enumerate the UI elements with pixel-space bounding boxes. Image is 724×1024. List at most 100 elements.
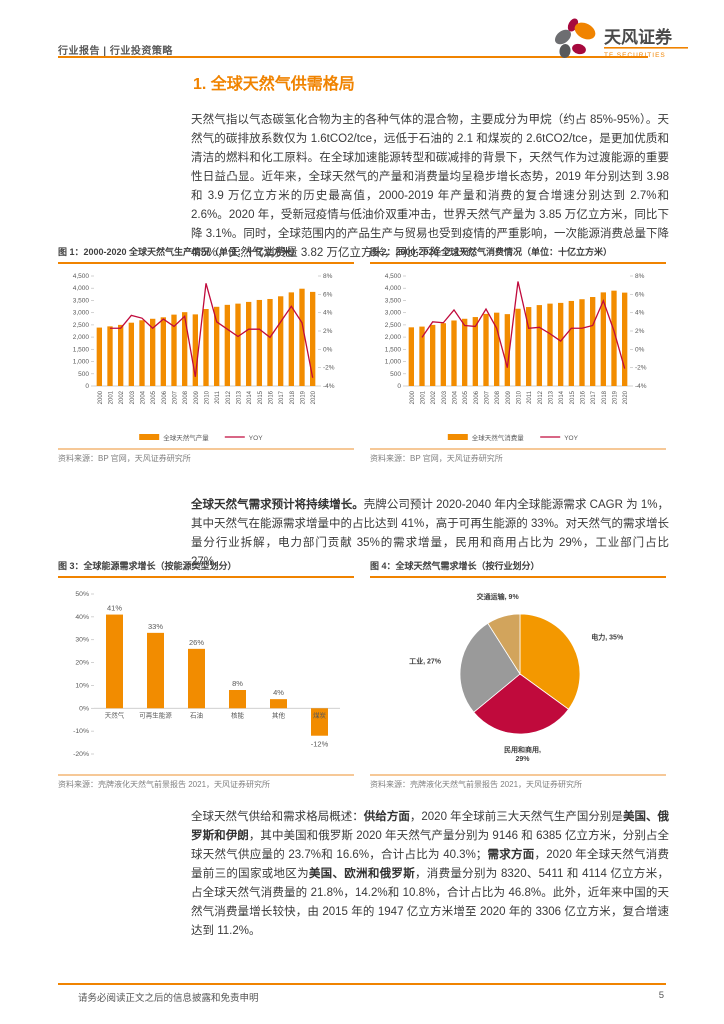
svg-text:33%: 33% bbox=[148, 622, 163, 631]
svg-text:YOY: YOY bbox=[564, 435, 578, 442]
svg-text:全球天然气消费量: 全球天然气消费量 bbox=[472, 433, 525, 442]
svg-text:-10%: -10% bbox=[73, 728, 89, 735]
svg-text:2011: 2011 bbox=[215, 390, 221, 404]
svg-text:2002: 2002 bbox=[119, 390, 125, 404]
paragraph-overview: 全球天然气供给和需求格局概述：供给方面，2020 年全球前三大天然气生产国分别是… bbox=[191, 810, 670, 937]
svg-text:核能: 核能 bbox=[231, 710, 245, 719]
svg-text:2017: 2017 bbox=[279, 390, 285, 404]
svg-text:1,000: 1,000 bbox=[385, 359, 402, 366]
svg-text:-4%: -4% bbox=[635, 383, 647, 390]
svg-text:500: 500 bbox=[78, 371, 89, 378]
svg-text:50%: 50% bbox=[75, 591, 89, 598]
svg-text:2019: 2019 bbox=[613, 390, 619, 404]
figure-1-title: 图 1：2000-2020 全球天然气生产情况（单位：十亿立方米） bbox=[58, 246, 354, 264]
svg-text:6%: 6% bbox=[635, 291, 645, 298]
svg-text:2012: 2012 bbox=[538, 390, 544, 404]
svg-text:2020: 2020 bbox=[623, 390, 629, 404]
svg-text:2017: 2017 bbox=[591, 390, 597, 404]
svg-text:2010: 2010 bbox=[205, 390, 211, 404]
svg-text:4,500: 4,500 bbox=[385, 273, 402, 280]
breadcrumb: 行业报告 | 行业投资策略 bbox=[58, 46, 173, 57]
figure-1-chart: 0 500 1,000 1,500 2,000 2,500 3,000 3,500 4,000 4… bbox=[73, 273, 335, 442]
svg-text:0: 0 bbox=[397, 383, 401, 390]
svg-text:30%: 30% bbox=[75, 637, 89, 644]
svg-text:2020: 2020 bbox=[311, 390, 317, 404]
svg-text:40%: 40% bbox=[75, 614, 89, 621]
tf-securities-logo-icon: 天风证券 TF SECURITIES bbox=[555, 18, 688, 59]
header-rule bbox=[58, 56, 648, 58]
svg-text:2,500: 2,500 bbox=[73, 322, 90, 329]
svg-text:2003: 2003 bbox=[130, 390, 136, 404]
svg-text:-20%: -20% bbox=[73, 751, 89, 758]
svg-text:2002: 2002 bbox=[431, 390, 437, 404]
svg-text:2019: 2019 bbox=[301, 390, 307, 404]
svg-text:4,000: 4,000 bbox=[73, 285, 90, 292]
svg-text:可再生能源: 可再生能源 bbox=[139, 710, 172, 719]
svg-text:其他: 其他 bbox=[272, 710, 286, 719]
svg-text:2010: 2010 bbox=[517, 390, 523, 404]
svg-text:0%: 0% bbox=[79, 705, 89, 712]
figure-4: 图 4：全球天然气需求增长（按行业划分） 电力, 35% 民用和商用, 29% 工业,… bbox=[370, 560, 666, 790]
svg-text:0%: 0% bbox=[635, 346, 645, 353]
svg-text:2%: 2% bbox=[635, 328, 645, 335]
svg-text:-2%: -2% bbox=[635, 365, 647, 372]
figure-row-1: 图 1：2000-2020 全球天然气生产情况（单位：十亿立方米） 0 500 1,… bbox=[58, 246, 666, 464]
svg-text:8%: 8% bbox=[232, 679, 243, 688]
svg-text:石油: 石油 bbox=[190, 710, 203, 719]
svg-text:4,000: 4,000 bbox=[385, 285, 402, 292]
svg-text:2014: 2014 bbox=[247, 390, 253, 404]
svg-text:2004: 2004 bbox=[141, 390, 147, 404]
svg-text:TF SECURITIES: TF SECURITIES bbox=[604, 52, 666, 59]
figure-4-chart: 电力, 35% 民用和商用, 29% 工业, 27% 交通运输, 9% bbox=[409, 592, 624, 763]
svg-text:0: 0 bbox=[85, 383, 89, 390]
figure-3-source: 资料来源：壳牌液化天然气前景报告 2021，天风证券研究所 bbox=[58, 774, 354, 790]
svg-text:1,500: 1,500 bbox=[385, 346, 402, 353]
svg-text:2012: 2012 bbox=[226, 390, 232, 404]
svg-text:0%: 0% bbox=[323, 346, 333, 353]
svg-text:3,500: 3,500 bbox=[385, 297, 402, 304]
svg-text:2001: 2001 bbox=[109, 390, 115, 404]
svg-text:4%: 4% bbox=[323, 310, 333, 317]
svg-text:10%: 10% bbox=[75, 682, 89, 689]
svg-text:2016: 2016 bbox=[269, 390, 275, 404]
figure-2-source: 资料来源：BP 官网，天风证券研究所 bbox=[370, 448, 666, 464]
svg-text:8%: 8% bbox=[635, 273, 645, 280]
svg-text:4,500: 4,500 bbox=[73, 273, 90, 280]
svg-text:煤炭: 煤炭 bbox=[313, 710, 327, 719]
svg-text:-4%: -4% bbox=[323, 383, 335, 390]
figure-1-source: 资料来源：BP 官网，天风证券研究所 bbox=[58, 448, 354, 464]
svg-text:2008: 2008 bbox=[183, 390, 189, 404]
svg-text:2005: 2005 bbox=[463, 390, 469, 404]
svg-text:41%: 41% bbox=[107, 604, 122, 613]
svg-text:26%: 26% bbox=[189, 638, 204, 647]
svg-text:3,000: 3,000 bbox=[73, 310, 90, 317]
svg-text:20%: 20% bbox=[75, 660, 89, 667]
footer-disclaimer: 请务必阅读正文之后的信息披露和免责申明 bbox=[78, 993, 259, 1004]
svg-text:1,000: 1,000 bbox=[73, 359, 90, 366]
figure-1: 图 1：2000-2020 全球天然气生产情况（单位：十亿立方米） 0 500 1,… bbox=[58, 246, 354, 464]
figure-3-title: 图 3：全球能源需求增长（按能源类型划分） bbox=[58, 560, 354, 578]
svg-text:2013: 2013 bbox=[237, 390, 243, 404]
svg-text:交通运输, 9%: 交通运输, 9% bbox=[477, 592, 520, 601]
svg-text:2015: 2015 bbox=[570, 390, 576, 404]
svg-text:2006: 2006 bbox=[162, 390, 168, 404]
page-title: 1. 全球天然气供需格局 bbox=[193, 76, 355, 93]
svg-text:2,000: 2,000 bbox=[73, 334, 90, 341]
svg-text:500: 500 bbox=[390, 371, 401, 378]
svg-text:2018: 2018 bbox=[290, 390, 296, 404]
page-number: 5 bbox=[658, 990, 664, 1001]
svg-text:8%: 8% bbox=[323, 273, 333, 280]
figure-3-chart: 50% 40% 30% 20% 10% 0% -10% -20% 天然气 可再生能源 石油 核能 其他 煤… bbox=[73, 591, 340, 758]
footer-rule bbox=[58, 983, 666, 985]
svg-text:3,000: 3,000 bbox=[385, 310, 402, 317]
svg-text:-2%: -2% bbox=[323, 365, 335, 372]
figure-4-source: 资料来源：壳牌液化天然气前景报告 2021，天风证券研究所 bbox=[370, 774, 666, 790]
footer: 请务必阅读正文之后的信息披露和免责申明 5 bbox=[58, 990, 666, 1004]
svg-text:2018: 2018 bbox=[602, 390, 608, 404]
figure-2-chart: 0 500 1,000 1,500 2,000 2,500 3,000 3,500 4,000 4… bbox=[385, 273, 647, 442]
svg-text:4%: 4% bbox=[273, 688, 284, 697]
svg-text:YOY: YOY bbox=[249, 435, 263, 442]
svg-text:2016: 2016 bbox=[581, 390, 587, 404]
svg-text:29%: 29% bbox=[516, 756, 531, 763]
svg-text:2,000: 2,000 bbox=[385, 334, 402, 341]
